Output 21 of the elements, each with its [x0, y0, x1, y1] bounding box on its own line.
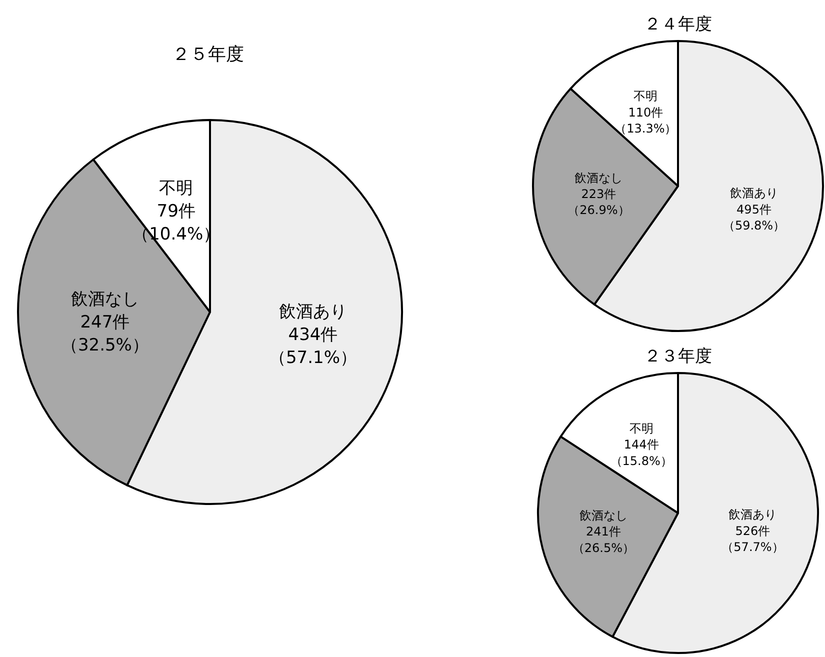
data-label: 241件（26.5%）: [572, 524, 635, 555]
data-label: 526件（57.7%）: [722, 524, 784, 554]
slice-label: 飲酒あり: [730, 186, 778, 200]
data-label: 434件（57.1%）: [268, 325, 357, 368]
data-label: 79件（10.4%）: [132, 202, 220, 245]
slice-label: 不明: [629, 421, 654, 436]
slice-label: 不明: [634, 89, 658, 104]
data-label: 247件（32.5%）: [60, 312, 149, 356]
data-label: 144件（15.8%）: [610, 438, 672, 468]
slice-label: 飲酒なし: [70, 290, 139, 310]
slice-label: 飲酒なし: [579, 508, 628, 522]
slice-label: 飲酒なし: [574, 170, 623, 185]
chart-title: ２４年度: [644, 14, 712, 35]
data-label: 223件（26.9%）: [568, 187, 630, 218]
chart-title: ２５年度: [172, 44, 244, 65]
data-label: 495件（59.8%）: [722, 202, 786, 233]
data-label: 110件（13.3%）: [614, 105, 677, 136]
slice-label: 飲酒あり: [728, 508, 777, 522]
chart-title: ２３年度: [644, 346, 712, 367]
slice-label: 不明: [159, 178, 194, 199]
slice-label: 飲酒あり: [278, 302, 347, 322]
